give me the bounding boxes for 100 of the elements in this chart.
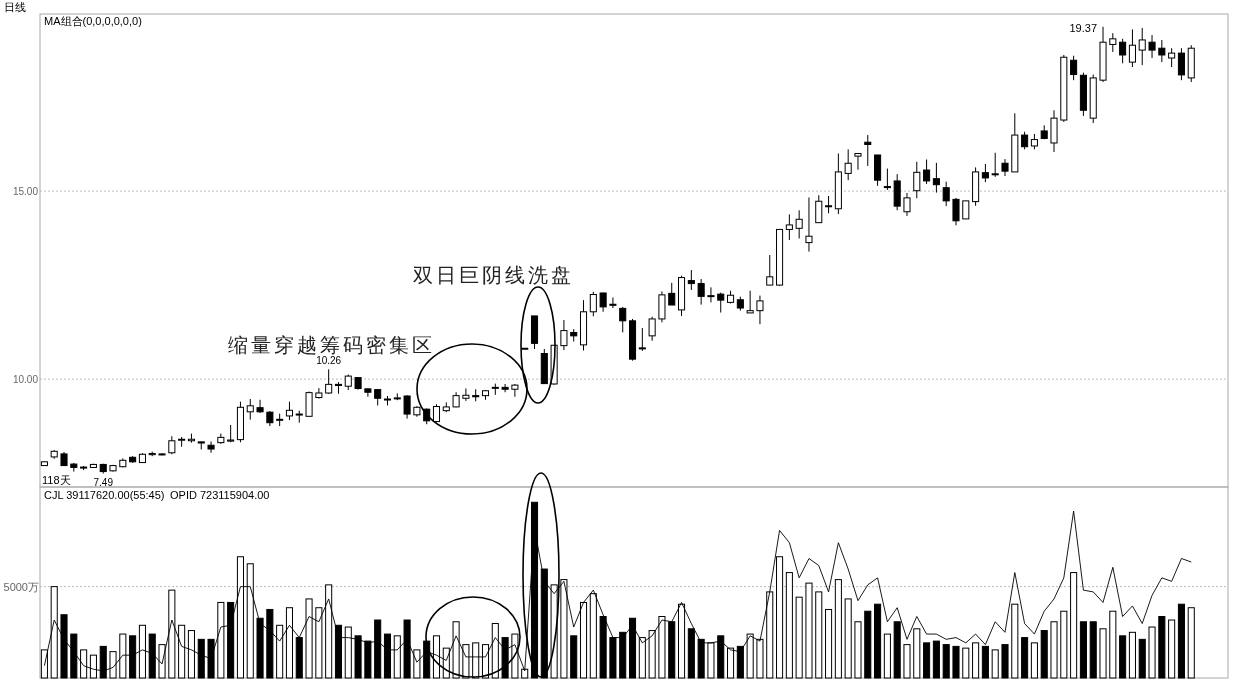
bar xyxy=(805,582,813,679)
bar xyxy=(1089,621,1097,679)
bar xyxy=(1158,616,1166,679)
candlestick xyxy=(619,306,627,333)
candlestick xyxy=(844,148,852,181)
bar xyxy=(815,591,823,679)
annotation: MA组合(0,0,0,0,0,0) xyxy=(44,15,142,27)
bar xyxy=(795,596,803,679)
bar xyxy=(952,645,960,679)
candlestick xyxy=(883,168,891,191)
candlestick xyxy=(1148,34,1156,59)
candlestick xyxy=(746,290,754,314)
candlestick xyxy=(697,278,705,306)
annotation: 10.26 xyxy=(316,355,342,367)
candlestick xyxy=(981,163,989,183)
bar xyxy=(1128,631,1136,679)
candlestick xyxy=(1128,28,1136,68)
bar xyxy=(1030,642,1038,679)
text: OPID 723115904.00 xyxy=(170,489,270,501)
bar xyxy=(570,635,578,679)
candlestick xyxy=(589,291,597,317)
bar xyxy=(1040,630,1048,679)
candlestick xyxy=(285,401,293,421)
candlestick xyxy=(942,181,950,207)
candlestick xyxy=(207,441,215,454)
candlestick xyxy=(521,347,529,350)
candlestick xyxy=(1138,27,1146,66)
candlestick xyxy=(432,403,441,423)
candlestick xyxy=(962,200,970,220)
candlestick xyxy=(315,387,323,400)
candlestick xyxy=(864,134,872,167)
bar xyxy=(903,644,911,679)
annotation: 7.49 xyxy=(93,477,114,489)
candlestick xyxy=(854,152,862,171)
y-tick-label: 10.00 xyxy=(12,374,39,386)
candlestick xyxy=(599,292,607,313)
bar xyxy=(1148,626,1156,679)
candlestick xyxy=(815,194,823,224)
bar xyxy=(1138,638,1146,679)
candlestick xyxy=(668,282,676,306)
candlestick xyxy=(707,286,715,303)
bar xyxy=(1079,621,1087,679)
bar xyxy=(1060,610,1068,679)
candlestick xyxy=(1109,32,1117,53)
bar xyxy=(844,598,852,679)
ref-line-label: 5000万 xyxy=(3,580,39,593)
bar xyxy=(874,603,882,679)
candlestick xyxy=(560,319,568,351)
candlestick xyxy=(795,209,803,239)
text: CJL 39117620.00(55:45) xyxy=(44,489,165,501)
candlestick xyxy=(648,316,656,342)
bar xyxy=(1001,644,1009,679)
candlestick xyxy=(1158,39,1166,63)
candlestick xyxy=(687,269,695,291)
candlestick xyxy=(923,159,931,185)
candlestick xyxy=(511,383,519,398)
annotation: 缩量穿越筹码密集区 xyxy=(228,334,435,356)
candlestick xyxy=(952,197,960,226)
bar xyxy=(1177,603,1185,679)
candlestick xyxy=(903,192,911,217)
candlestick xyxy=(305,391,313,418)
candlestick xyxy=(168,435,176,455)
candlestick xyxy=(462,387,470,402)
chart-title: 日线 xyxy=(4,1,26,13)
bar xyxy=(1021,637,1029,679)
candlestick xyxy=(1001,158,1009,177)
y-tick-label: 15.00 xyxy=(12,186,39,198)
bar xyxy=(785,572,793,679)
candlestick xyxy=(246,398,254,421)
candlestick xyxy=(403,394,411,420)
candlestick xyxy=(501,383,509,393)
candlestick xyxy=(932,162,940,194)
bar xyxy=(834,579,842,679)
bar xyxy=(864,610,872,679)
candlestick xyxy=(256,399,264,414)
annotation: 19.37 xyxy=(1069,22,1097,34)
bar xyxy=(1187,607,1195,679)
bar xyxy=(991,649,999,679)
bar xyxy=(932,640,940,679)
candlestick xyxy=(325,368,333,395)
candlestick xyxy=(756,295,764,325)
bar xyxy=(923,642,931,679)
bar xyxy=(1168,619,1176,679)
bar xyxy=(883,633,891,679)
annotation: 双日巨阴线洗盘 xyxy=(413,264,574,286)
candlestick xyxy=(991,152,999,178)
bar xyxy=(1109,610,1117,679)
bar xyxy=(854,621,862,679)
bar xyxy=(1050,621,1058,679)
candlestick xyxy=(1070,55,1078,81)
candlestick xyxy=(364,387,372,398)
candlestick xyxy=(1177,47,1185,81)
bar xyxy=(942,644,950,679)
bar xyxy=(825,608,833,679)
candlestick xyxy=(805,196,813,253)
candlestick xyxy=(1119,38,1127,64)
bar xyxy=(1099,628,1107,679)
candlestick xyxy=(785,213,793,241)
candlestick xyxy=(1168,47,1176,68)
candlestick xyxy=(766,254,774,286)
